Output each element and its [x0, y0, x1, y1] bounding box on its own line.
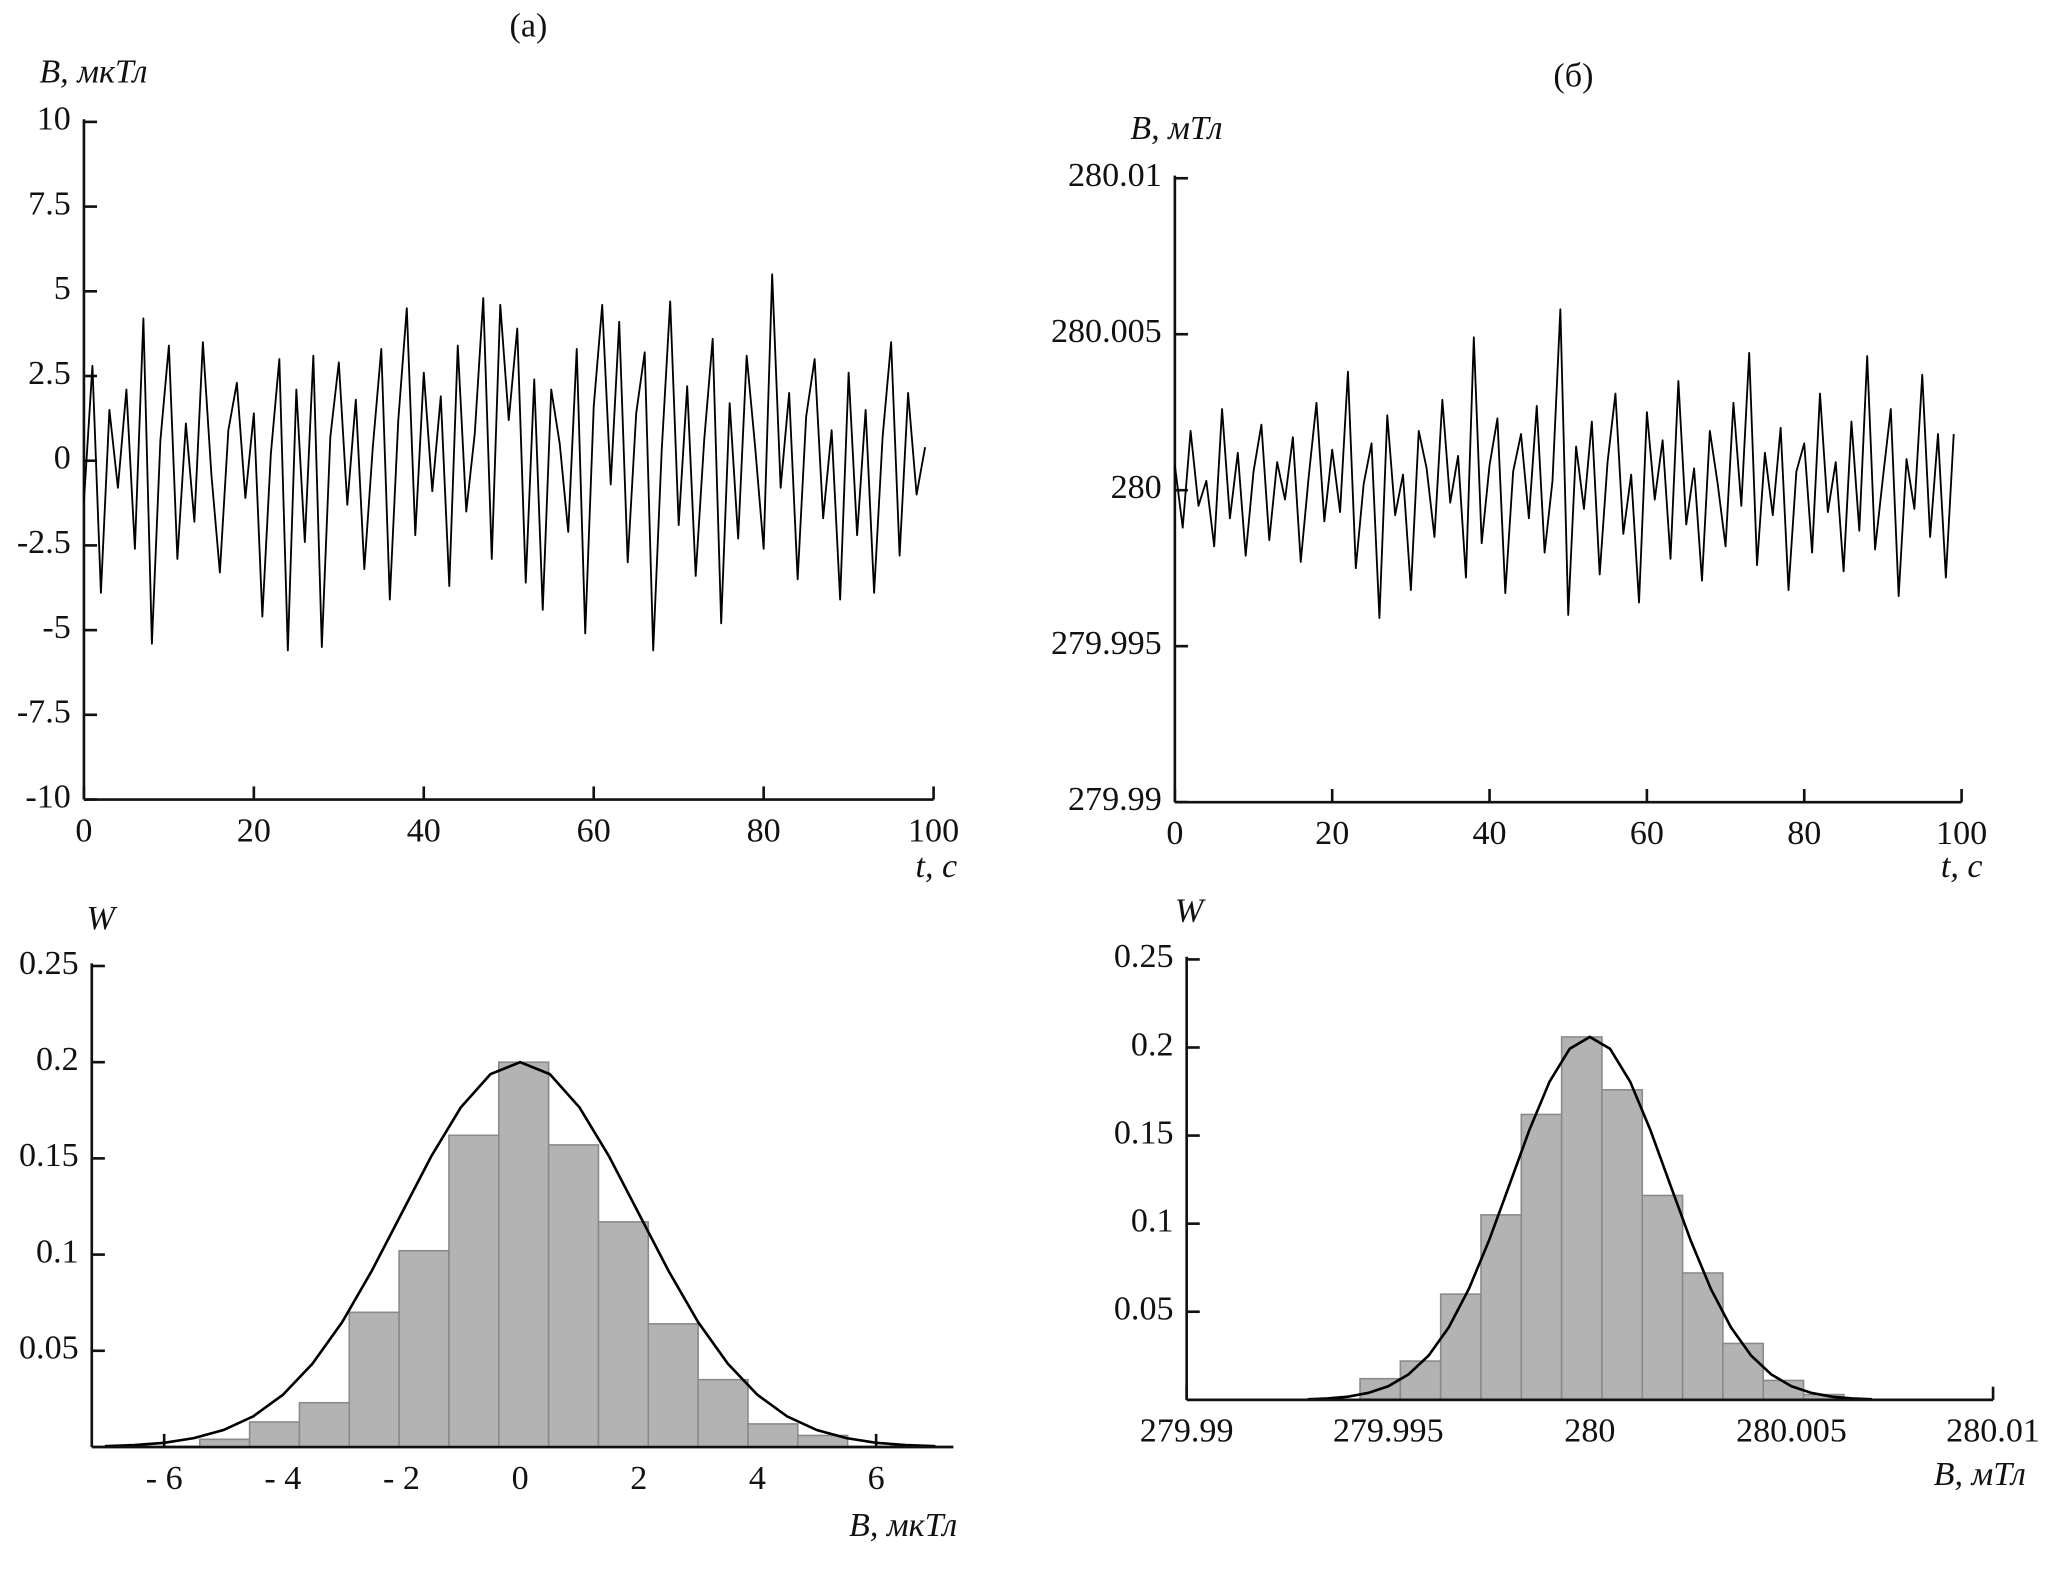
- histogram-bar: [747, 1423, 799, 1448]
- y-tick-label: 7.5: [28, 185, 71, 222]
- histogram-bar: [1641, 1194, 1684, 1401]
- y-axis-label: B, мТл: [1130, 110, 1222, 147]
- x-tick-label: 4: [749, 1460, 766, 1497]
- x-tick-label: 0: [75, 812, 92, 849]
- x-tick-label: 100: [1936, 815, 1987, 852]
- x-tick-label: 280: [1564, 1413, 1615, 1450]
- y-tick-label: 0.05: [1114, 1291, 1174, 1328]
- x-tick-label: 20: [1315, 815, 1349, 852]
- y-tick-label: -10: [25, 778, 70, 815]
- x-tick-label: - 6: [146, 1460, 183, 1497]
- histogram-bar: [1722, 1342, 1765, 1401]
- x-tick-label: 6: [868, 1460, 885, 1497]
- x-tick-label: 80: [1787, 815, 1821, 852]
- histogram-bar: [597, 1221, 650, 1448]
- x-axis-label: B, мкТл: [849, 1507, 957, 1544]
- y-tick-label: 0.25: [19, 945, 79, 982]
- y-tick-label: 279.995: [1051, 625, 1162, 662]
- fit-curve: [1307, 1035, 1873, 1401]
- y-tick-label: 280: [1111, 469, 1162, 506]
- x-tick-label: 280.005: [1736, 1413, 1847, 1450]
- x-tick-label: 60: [577, 812, 611, 849]
- histogram-bar: [1681, 1272, 1724, 1401]
- histogram-bar: [547, 1144, 600, 1448]
- chart-title: (б): [1553, 57, 1593, 94]
- x-tick-label: 0: [1166, 815, 1183, 852]
- x-tick-label: 40: [407, 812, 441, 849]
- x-axis-label: t, с: [916, 848, 958, 885]
- y-axis-label: W: [87, 900, 118, 937]
- x-tick-label: 280.01: [1946, 1413, 2040, 1450]
- y-tick-label: 280.01: [1068, 157, 1162, 194]
- histogram-bar: [1762, 1379, 1805, 1401]
- histogram-bar: [1560, 1036, 1603, 1401]
- x-tick-label: 100: [908, 812, 959, 849]
- y-tick-label: -5: [42, 609, 70, 646]
- fit-curve: [104, 1060, 936, 1448]
- histogram-bar: [348, 1311, 400, 1448]
- y-tick-label: 0: [54, 440, 71, 477]
- y-tick-label: 2.5: [28, 355, 71, 392]
- data-line: [83, 273, 926, 652]
- histogram-bar: [1399, 1360, 1442, 1401]
- histogram-bar: [647, 1323, 699, 1448]
- x-tick-label: 20: [237, 812, 271, 849]
- y-tick-label: 280.005: [1051, 313, 1162, 350]
- x-tick-label: 2: [630, 1460, 647, 1497]
- y-axis-label: B, мкТл: [39, 54, 147, 91]
- y-tick-label: -2.5: [17, 524, 71, 561]
- x-tick-label: 279.995: [1333, 1413, 1444, 1450]
- x-tick-label: 80: [747, 812, 781, 849]
- histogram-bar: [298, 1401, 351, 1448]
- y-tick-label: 0.1: [1131, 1202, 1174, 1239]
- y-tick-label: 0.15: [1114, 1114, 1174, 1151]
- histogram-bar: [448, 1134, 500, 1448]
- x-tick-label: 0: [512, 1460, 529, 1497]
- histogram-bar: [398, 1249, 450, 1448]
- y-tick-label: 0.15: [19, 1137, 79, 1174]
- y-tick-label: 10: [37, 101, 71, 138]
- y-tick-label: 0.1: [36, 1233, 79, 1270]
- x-tick-label: - 2: [383, 1460, 420, 1497]
- chart-title: (а): [510, 8, 548, 45]
- x-tick-label: 279.99: [1140, 1413, 1234, 1450]
- y-tick-label: 0.25: [1114, 938, 1174, 975]
- histogram-bar: [1439, 1293, 1482, 1401]
- histogram-bar: [498, 1061, 550, 1448]
- histogram-bar: [248, 1421, 301, 1448]
- x-tick-label: 60: [1630, 815, 1664, 852]
- y-tick-label: 5: [54, 270, 71, 307]
- y-axis-label: W: [1175, 892, 1206, 929]
- y-tick-label: 279.99: [1068, 781, 1162, 818]
- histogram-bar: [1601, 1088, 1644, 1401]
- y-tick-label: 0.2: [36, 1041, 79, 1078]
- y-tick-label: -7.5: [17, 694, 71, 731]
- x-axis-label: t, с: [1941, 848, 1983, 885]
- histogram-bar: [697, 1378, 749, 1448]
- y-tick-label: 0.2: [1131, 1026, 1174, 1063]
- data-line: [1173, 308, 1955, 620]
- y-tick-label: 0.05: [19, 1330, 79, 1367]
- x-tick-label: - 4: [264, 1460, 301, 1497]
- histogram-bar: [1520, 1113, 1563, 1401]
- x-tick-label: 40: [1473, 815, 1507, 852]
- x-axis-label: B, мТл: [1934, 1456, 2026, 1493]
